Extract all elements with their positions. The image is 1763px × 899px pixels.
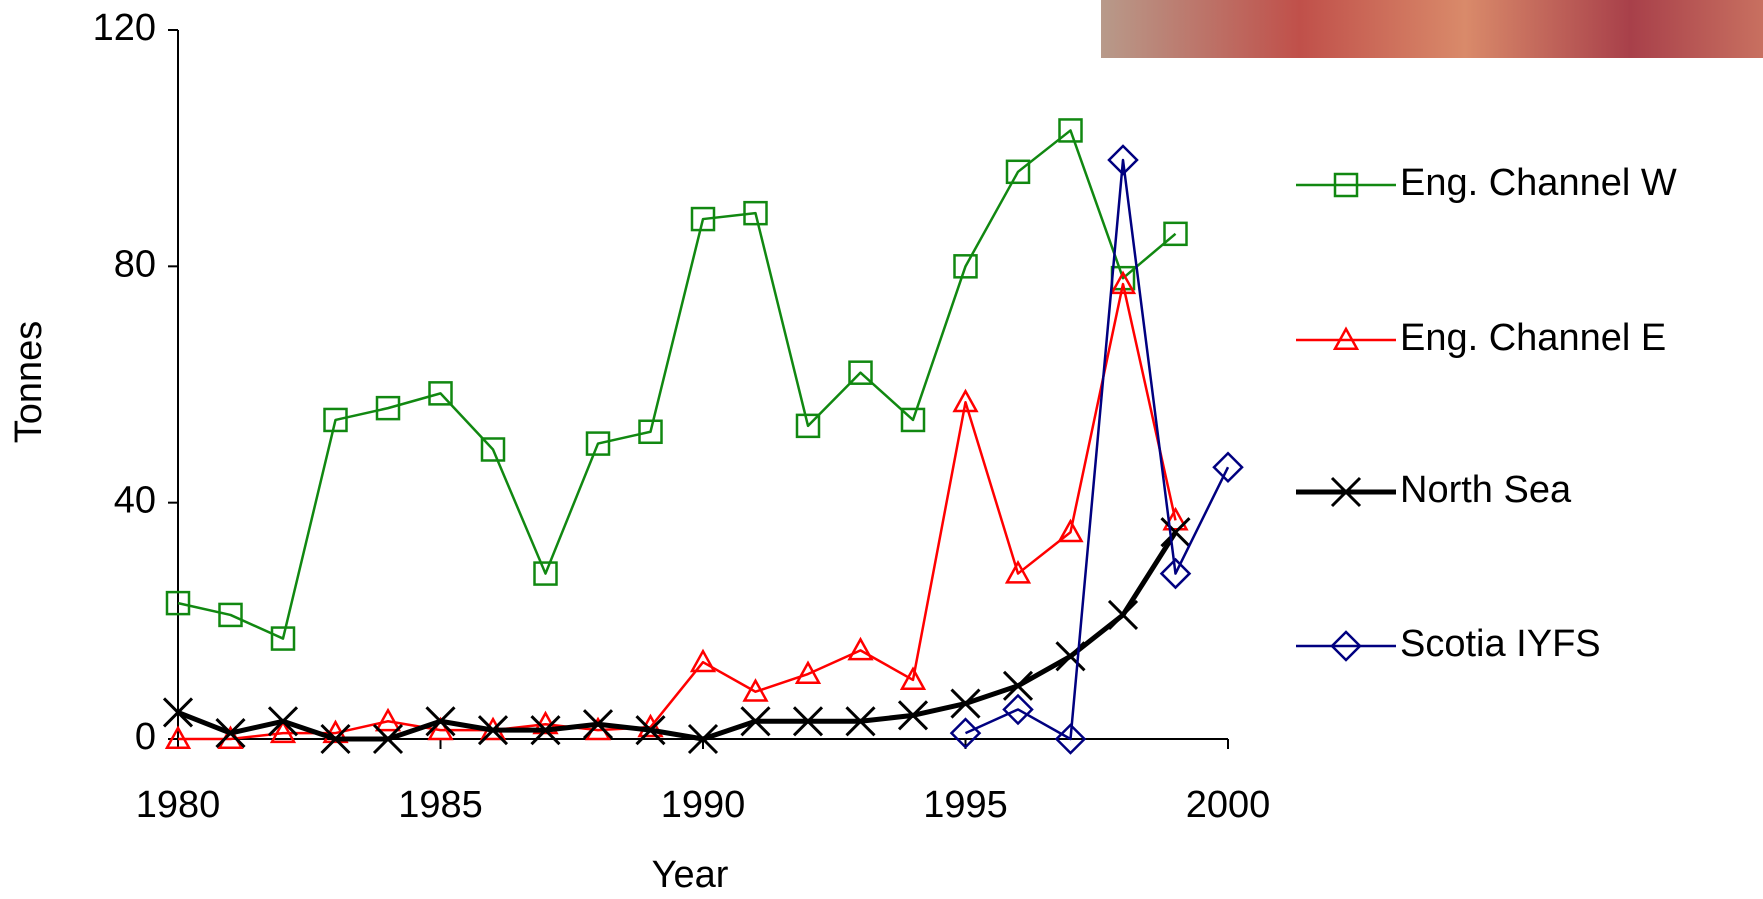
- marker-triangle: [689, 648, 717, 673]
- y-tick-label: 120: [93, 7, 156, 49]
- marker-diamond: [1212, 451, 1244, 483]
- marker-triangle: [794, 660, 822, 685]
- marker-x: [845, 706, 876, 737]
- marker-diamond: [1054, 723, 1087, 755]
- marker-diamond: [949, 717, 982, 749]
- marker-x: [477, 715, 509, 746]
- marker-square: [1333, 172, 1359, 198]
- marker-square: [323, 407, 348, 433]
- marker-x: [582, 709, 614, 740]
- marker-x: [950, 688, 981, 719]
- marker-x: [792, 706, 824, 737]
- marker-x: [267, 706, 299, 737]
- marker-triangle: [1057, 518, 1084, 543]
- marker-x: [530, 715, 561, 746]
- marker-x: [215, 718, 246, 749]
- marker-triangle: [427, 716, 454, 741]
- y-tick-label: 0: [135, 716, 156, 758]
- marker-x: [897, 700, 929, 731]
- marker-square: [1058, 118, 1083, 143]
- marker-square: [270, 626, 296, 651]
- marker-square: [375, 395, 401, 421]
- marker-x: [1002, 670, 1034, 701]
- marker-x: [635, 715, 666, 746]
- marker-square: [428, 381, 453, 406]
- y-tick-label: 40: [114, 480, 156, 522]
- marker-triangle: [374, 707, 402, 732]
- marker-x: [320, 723, 351, 755]
- marker-x: [740, 706, 771, 737]
- series-line: [177, 530, 1178, 742]
- marker-triangle: [1332, 326, 1360, 351]
- marker-triangle: [952, 388, 979, 413]
- marker-triangle: [742, 678, 769, 702]
- marker-square: [900, 407, 926, 433]
- marker-triangle: [269, 719, 297, 744]
- marker-x: [1330, 476, 1362, 508]
- marker-triangle: [1109, 270, 1137, 295]
- marker-square: [690, 206, 716, 232]
- legend-label: North Sea: [1400, 469, 1572, 511]
- marker-x: [425, 706, 456, 737]
- legend-label: Scotia IYFS: [1400, 623, 1601, 665]
- marker-square: [953, 254, 978, 279]
- marker-triangle: [847, 636, 874, 661]
- marker-x: [1107, 599, 1139, 630]
- x-tick-label: 2000: [1186, 784, 1271, 826]
- marker-square: [480, 437, 506, 462]
- y-axis-label: Tonnes: [8, 321, 50, 444]
- marker-triangle: [899, 666, 927, 690]
- marker-square: [638, 419, 663, 445]
- marker-x: [687, 723, 719, 755]
- marker-triangle: [1004, 559, 1032, 584]
- marker-x: [1055, 641, 1086, 672]
- marker-square: [165, 590, 191, 616]
- marker-square: [585, 431, 611, 456]
- x-tick-label: 1990: [661, 784, 746, 826]
- marker-diamond: [1330, 630, 1362, 662]
- legend-label: Eng. Channel E: [1400, 317, 1666, 359]
- series-line: [964, 158, 1230, 741]
- marker-x: [372, 723, 404, 755]
- marker-x: [1160, 517, 1191, 548]
- marker-square: [795, 413, 821, 439]
- x-tick-label: 1985: [398, 784, 483, 826]
- marker-triangle: [1162, 506, 1189, 531]
- x-tick-label: 1995: [923, 784, 1008, 826]
- x-axis-label: Year: [652, 854, 729, 896]
- marker-diamond: [1159, 557, 1192, 590]
- marker-diamond: [1107, 144, 1139, 176]
- series-line: [178, 282, 1177, 741]
- marker-square: [1163, 221, 1188, 247]
- decorative-photo: [1101, 0, 1763, 58]
- marker-square: [1005, 159, 1031, 185]
- x-tick-label: 1980: [136, 784, 221, 826]
- y-tick-label: 80: [114, 243, 156, 285]
- marker-diamond: [1002, 693, 1034, 726]
- marker-square: [848, 360, 873, 385]
- series-line: [177, 129, 1177, 640]
- marker-square: [743, 200, 768, 226]
- marker-square: [218, 602, 243, 628]
- marker-x: [162, 697, 194, 728]
- marker-triangle: [164, 725, 192, 750]
- marker-square: [533, 561, 558, 586]
- legend-label: Eng. Channel W: [1400, 162, 1677, 204]
